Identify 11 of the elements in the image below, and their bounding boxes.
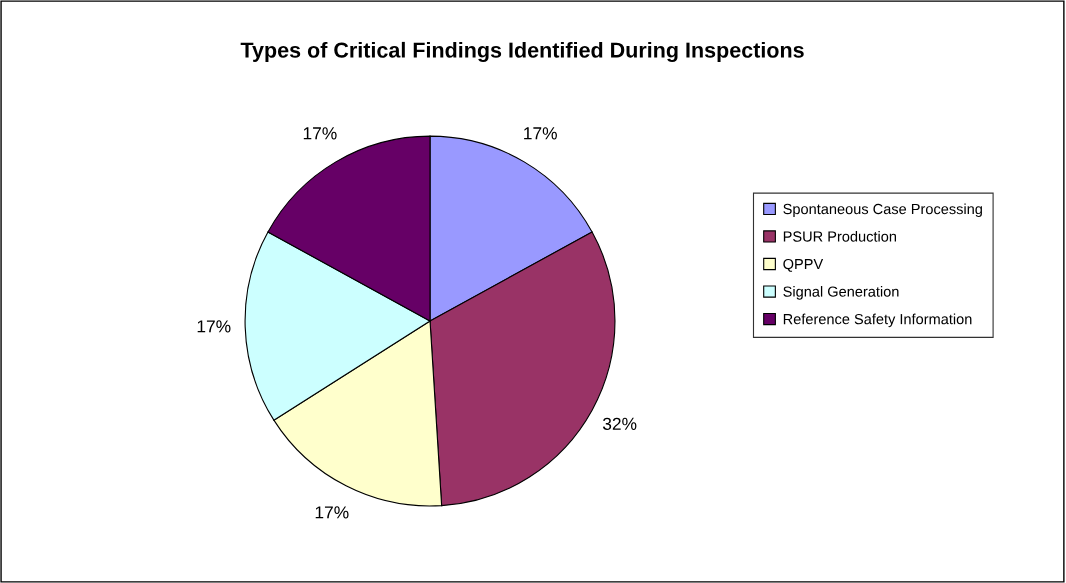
data-label: 17%	[303, 127, 337, 140]
legend-label: Signal Generation	[783, 286, 899, 300]
data-label: 17%	[524, 127, 557, 140]
legend-label: Spontaneous Case Processing	[783, 203, 982, 218]
legend-label: Reference Safety Information	[783, 313, 972, 328]
legend-label: PSUR Production	[783, 230, 896, 242]
data-label: 17%	[197, 320, 231, 333]
chart-title: Types of Critical Findings Identified During Inspections	[240, 41, 804, 63]
data-label: 17%	[315, 506, 349, 519]
legend-label: QPPV	[783, 258, 824, 272]
data-label: 32%	[602, 417, 637, 430]
